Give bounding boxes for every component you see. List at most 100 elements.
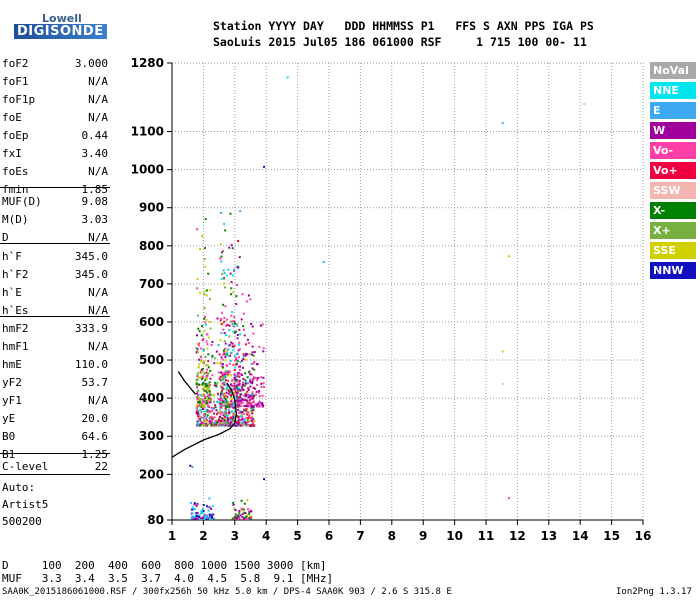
echo-point [197, 371, 200, 374]
echo-point [210, 513, 213, 516]
echo-point [206, 400, 209, 403]
echo-point [250, 373, 253, 376]
echo-point [258, 345, 261, 348]
echo-point [203, 247, 206, 250]
echo-point [221, 417, 224, 420]
echo-point [237, 422, 240, 425]
echo-point [225, 350, 228, 353]
echo-point [226, 422, 229, 425]
echo-point [241, 424, 244, 427]
echo-point [247, 382, 250, 385]
echo-point [249, 353, 252, 356]
echo-point [208, 497, 211, 500]
echo-point [252, 407, 255, 410]
echo-point [191, 517, 194, 520]
echo-point [207, 393, 210, 396]
echo-point [233, 413, 236, 416]
echo-point [211, 418, 214, 421]
echo-point [222, 353, 225, 356]
echo-point [236, 518, 239, 521]
y-tick-label: 900 [139, 201, 164, 215]
echo-point [244, 516, 247, 519]
echo-point [196, 502, 199, 505]
echo-point [231, 379, 234, 382]
echo-point [198, 342, 201, 345]
echo-point [200, 416, 203, 419]
echo-point [243, 502, 246, 505]
echo-point [247, 388, 250, 391]
echo-point [240, 423, 243, 426]
echo-point [213, 423, 216, 426]
echo-point [201, 512, 204, 515]
echo-point [246, 414, 249, 417]
echo-point [252, 393, 255, 396]
echo-point [218, 415, 221, 418]
echo-point [251, 325, 254, 328]
echo-point [248, 510, 251, 513]
echo-point [204, 418, 207, 421]
echo-point [236, 325, 239, 328]
echo-point [201, 383, 204, 386]
echo-point [241, 416, 244, 419]
echo-point [242, 328, 245, 331]
echo-point [225, 351, 228, 354]
echo-point [202, 404, 205, 407]
echo-point [205, 294, 208, 297]
echo-point [239, 424, 242, 427]
echo-point [232, 415, 235, 418]
echo-point [235, 395, 238, 398]
echo-point [235, 386, 238, 389]
echo-point [216, 382, 219, 385]
echo-point [225, 417, 228, 420]
echo-point [201, 377, 204, 380]
echo-point [235, 422, 238, 425]
echo-point [206, 403, 209, 406]
echo-point [233, 268, 236, 271]
echo-point [193, 517, 196, 520]
param-name: fxI [2, 147, 22, 160]
echo-point [222, 269, 225, 272]
echo-point [221, 372, 224, 375]
echo-point [245, 513, 248, 516]
echo-point [203, 307, 206, 310]
echo-point [209, 393, 212, 396]
echo-point [244, 343, 247, 346]
echo-point [204, 424, 207, 427]
echo-point [252, 386, 255, 389]
echo-point [239, 361, 242, 364]
echo-point [198, 416, 201, 419]
echo-point [203, 317, 206, 320]
echo-point [244, 393, 247, 396]
scatter-point [501, 122, 504, 125]
echo-point [243, 418, 246, 421]
logo-lowell: Lowell [42, 12, 82, 25]
param-value: N/A [88, 75, 108, 88]
x-tick-label: 8 [388, 529, 396, 543]
echo-point [216, 421, 219, 424]
echo-point [219, 339, 222, 342]
echo-point [203, 293, 206, 296]
echo-point [207, 409, 210, 412]
echo-point [227, 402, 230, 405]
echo-point [223, 383, 226, 386]
echo-point [234, 397, 237, 400]
echo-point [200, 368, 203, 371]
echo-point [211, 374, 214, 377]
echo-point [198, 413, 201, 416]
echo-point [252, 400, 255, 403]
echo-point [231, 423, 234, 426]
echo-point [245, 395, 248, 398]
echo-point [239, 396, 242, 399]
echo-point [246, 417, 249, 420]
echo-point [199, 409, 202, 412]
echo-point [255, 383, 258, 386]
echo-point [221, 272, 224, 275]
echo-point [209, 411, 212, 414]
echo-point [244, 382, 247, 385]
echo-point [249, 424, 252, 427]
echo-point [219, 398, 222, 401]
echo-point [232, 345, 235, 348]
echo-point [224, 305, 227, 308]
echo-point [251, 345, 254, 348]
param-name: yF2 [2, 376, 22, 389]
